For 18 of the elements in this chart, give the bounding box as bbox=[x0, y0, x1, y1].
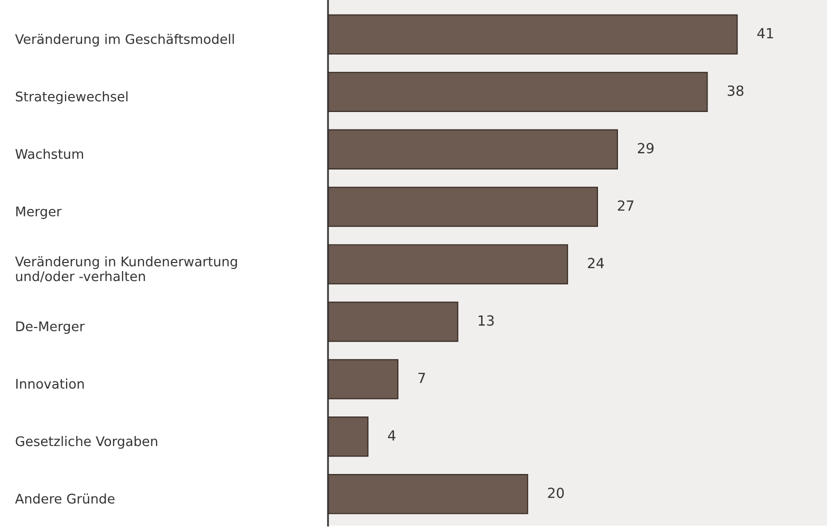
y-tick-label: Veränderung im Geschäftsmodell bbox=[15, 34, 234, 47]
data-label: 20 bbox=[548, 488, 564, 498]
data-label: 7 bbox=[418, 372, 425, 384]
y-tick-label: Merger bbox=[16, 206, 62, 219]
data-label: 38 bbox=[728, 85, 744, 96]
y-tick-label: Veränderung in Kundenerwartung und/oder -verhalten bbox=[15, 256, 237, 282]
y-tick-label: Strategiewechsel bbox=[16, 91, 128, 104]
data-label: 13 bbox=[478, 315, 494, 326]
y-tick-label: Wachstum bbox=[15, 148, 84, 159]
data-label: 41 bbox=[757, 28, 774, 38]
data-label: 4 bbox=[388, 430, 396, 440]
data-label: 24 bbox=[588, 258, 604, 268]
y-tick-label: Andere Gründe bbox=[15, 493, 114, 504]
data-label: 27 bbox=[618, 200, 634, 211]
y-tick-label: Innovation bbox=[16, 378, 84, 389]
y-tick-label: De-Merger bbox=[16, 322, 85, 334]
data-label: 29 bbox=[638, 142, 654, 154]
y-tick-label: Gesetzliche Vorgaben bbox=[16, 436, 158, 449]
